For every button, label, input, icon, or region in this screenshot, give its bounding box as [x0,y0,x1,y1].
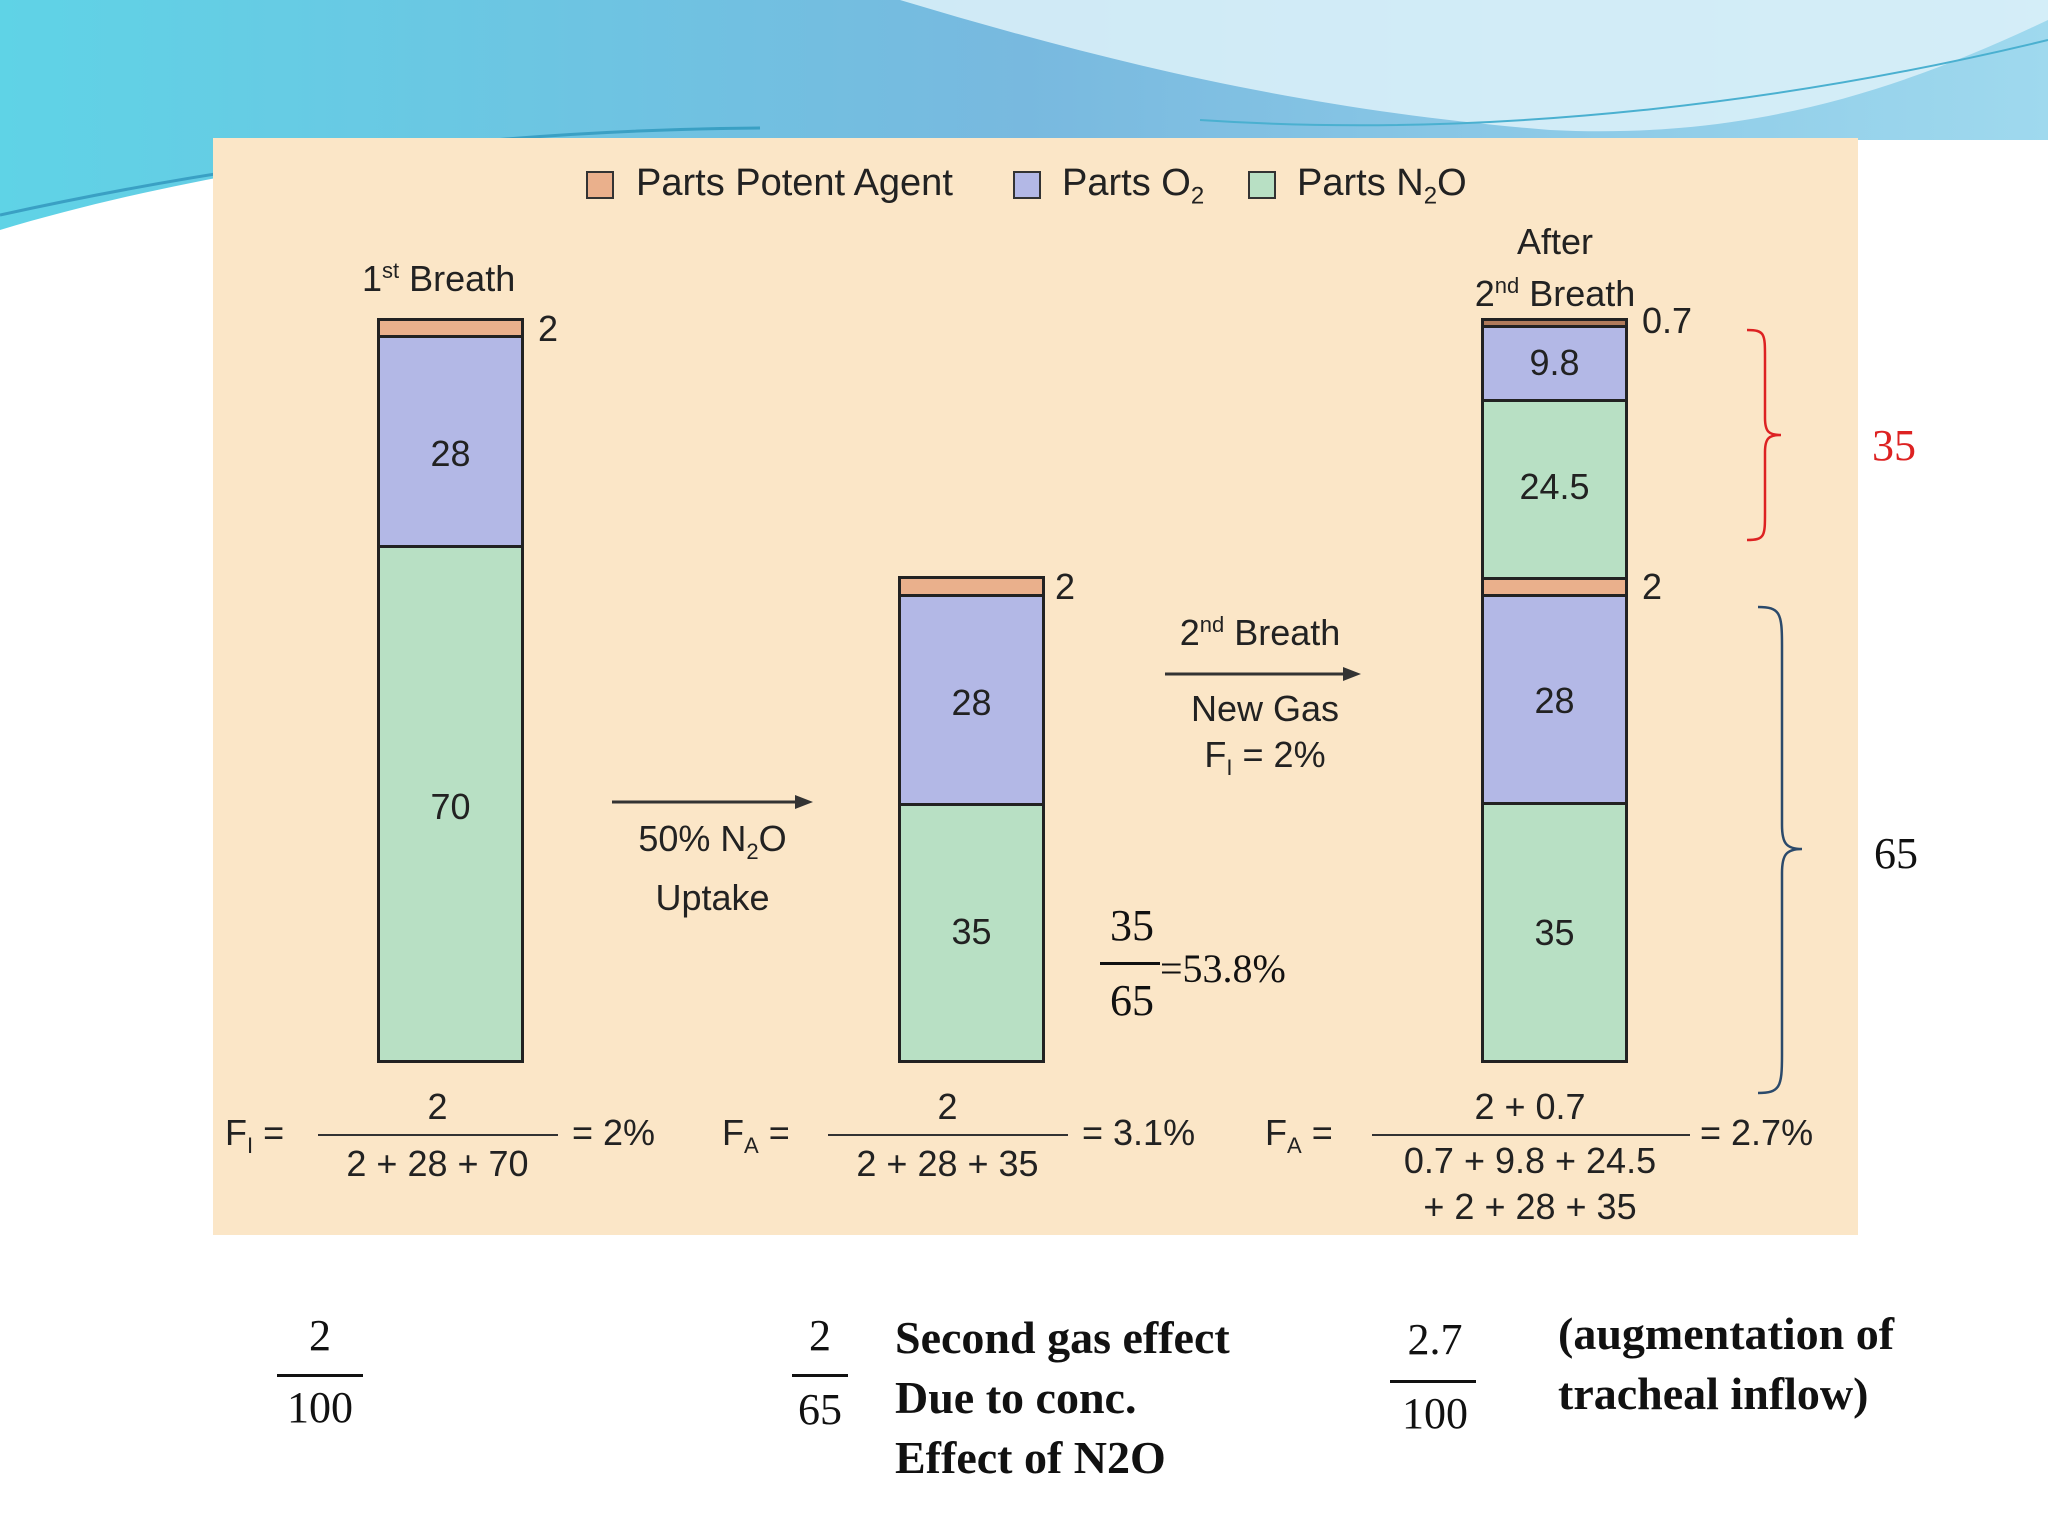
segment-o2: 28 [901,597,1042,806]
blue-brace-icon [1757,605,1803,1095]
segment-agent [901,579,1042,597]
new-gas-label: New Gas FI = 2% [1190,688,1340,781]
legend-label-o2: Parts O2 [1062,162,1205,210]
first-breath-title: 1st Breath [362,258,516,299]
formula1-result: = 2% [572,1112,656,1153]
bottom-fraction1-numerator: 2 [309,1311,331,1360]
third-agent-top-value: 0.7 [1642,300,1693,341]
formula1-numerator: 2 [427,1086,448,1127]
legend-label-n2o: Parts N2O [1297,162,1467,210]
bottom-fraction2-bar [792,1374,848,1377]
segment-agent-top [1484,321,1625,328]
bottom-fraction3-bar [1390,1380,1476,1383]
second-agent-value: 2 [1055,566,1076,607]
formula2-result: = 3.1% [1082,1112,1196,1153]
bottom-fraction2-numerator: 2 [809,1311,831,1360]
bar-first-breath: 28 70 [377,318,524,1063]
formula2-denominator: 2 + 28 + 35 [856,1143,1039,1184]
formula3-numerator: 2 + 0.7 [1474,1086,1586,1127]
segment-o2-value: 28 [1534,680,1575,721]
formula2-numerator: 2 [937,1086,958,1127]
header-wave-decoration [0,0,2048,230]
bar-after-uptake: 28 35 [898,576,1045,1063]
formula3-denominator-line2: + 2 + 28 + 35 [1423,1186,1637,1227]
bottom-fraction3-denominator: 100 [1402,1389,1468,1438]
blue-brace-label: 65 [1874,829,1918,878]
segment-n2o-value: 70 [430,786,471,827]
formula3-result: = 2.7% [1700,1112,1814,1153]
segment-agent [380,321,521,338]
segment-o2-value: 28 [951,682,992,723]
augmentation-note: (augmentation of tracheal inflow) [1558,1308,1895,1419]
formula1-bar [318,1134,558,1136]
legend-swatch-agent [586,171,614,199]
legend-swatch-n2o [1248,171,1276,199]
ratio-result: =53.8% [1160,946,1286,991]
new-gas-arrow-icon [1165,667,1361,681]
uptake-label: 50% N2O Uptake [638,818,787,919]
segment-o2-value: 28 [430,433,471,474]
formula1-label: FI = [225,1112,285,1159]
segment-n2o: 70 [380,548,521,1060]
segment-n2o-top: 24.5 [1484,402,1625,580]
segment-n2o-value: 35 [1534,912,1575,953]
ratio-denominator: 65 [1110,976,1154,1025]
segment-n2o-top-value: 24.5 [1519,466,1590,507]
after-second-breath-title: After 2nd Breath [1474,221,1636,314]
legend-label-agent: Parts Potent Agent [636,162,953,204]
ratio-numerator: 35 [1110,901,1154,950]
second-breath-label: 2nd Breath [1179,612,1341,653]
segment-n2o: 35 [1484,805,1625,1060]
formula1-denominator: 2 + 28 + 70 [346,1143,529,1184]
formula3-denominator-line1: 0.7 + 9.8 + 24.5 [1403,1140,1657,1181]
segment-o2: 28 [1484,597,1625,805]
formula2-label: FA = [722,1112,790,1159]
formula3-label: FA = [1265,1112,1333,1159]
segment-o2-top-value: 9.8 [1529,342,1580,383]
segment-n2o: 35 [901,806,1042,1060]
first-agent-value: 2 [538,308,559,349]
formula2-bar [828,1134,1068,1136]
uptake-arrow-icon [612,795,813,809]
bottom-fraction1-denominator: 100 [287,1383,353,1432]
formula3-bar [1372,1134,1690,1136]
third-agent-value: 2 [1642,566,1663,607]
bottom-fraction3-numerator: 2.7 [1407,1315,1463,1364]
ratio-bar [1100,962,1160,965]
segment-o2-top: 9.8 [1484,328,1625,402]
red-brace-label: 35 [1872,421,1916,470]
segment-agent [1484,580,1625,597]
segment-n2o-value: 35 [951,911,992,952]
red-brace-icon [1746,328,1782,542]
bottom-fraction1-bar [277,1374,363,1377]
segment-o2: 28 [380,338,521,548]
legend-swatch-o2 [1013,171,1041,199]
bottom-fraction2-denominator: 65 [798,1385,842,1434]
second-gas-effect-note: Second gas effect Due to conc. Effect of… [895,1312,1230,1483]
bar-after-second-breath: 9.8 24.5 28 35 [1481,318,1628,1063]
